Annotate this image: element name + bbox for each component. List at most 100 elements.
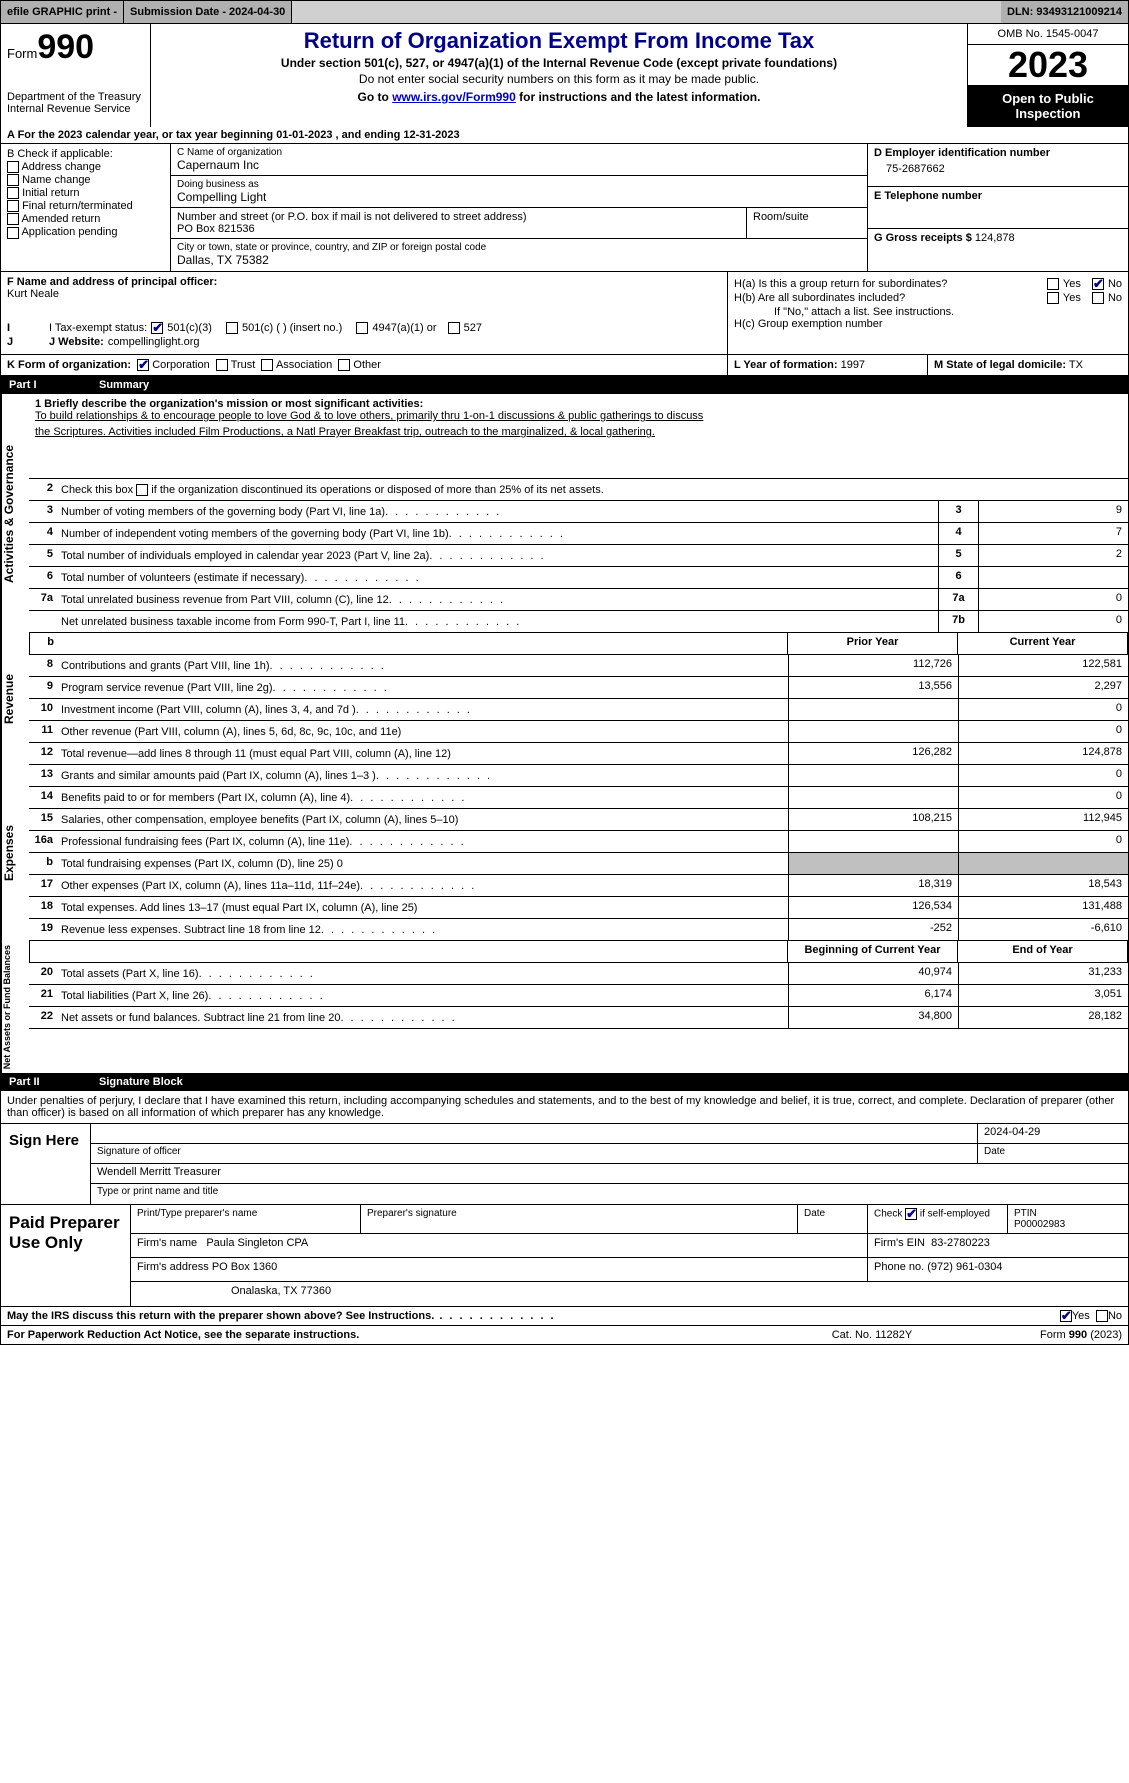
discuss-yes[interactable]	[1060, 1310, 1072, 1322]
chk-other[interactable]	[338, 359, 350, 371]
line9-cy: 2,297	[958, 677, 1128, 698]
chk-self-employed[interactable]	[905, 1208, 917, 1220]
discuss-no[interactable]	[1096, 1310, 1108, 1322]
firm-phone: (972) 961-0304	[927, 1261, 1002, 1273]
line7a-desc: Total unrelated business revenue from Pa…	[57, 589, 938, 610]
omb-number: OMB No. 1545-0047	[968, 24, 1128, 45]
form-footer: Form 990 (2023)	[972, 1329, 1122, 1341]
chk-amended-return[interactable]	[7, 213, 19, 225]
chk-501c3[interactable]	[151, 322, 163, 334]
line18-py: 126,534	[788, 897, 958, 918]
line9-py: 13,556	[788, 677, 958, 698]
firm-ein-label: Firm's EIN	[874, 1237, 925, 1249]
chk-discontinued[interactable]	[136, 484, 148, 496]
officer-name-title: Wendell Merritt Treasurer	[91, 1164, 1128, 1183]
dba-label: Doing business as	[177, 179, 861, 190]
line16a-py	[788, 831, 958, 852]
chk-association[interactable]	[261, 359, 273, 371]
line11-cy: 0	[958, 721, 1128, 742]
line19-cy: -6,610	[958, 919, 1128, 940]
irs-link[interactable]: www.irs.gov/Form990	[392, 90, 516, 104]
m-label: M State of legal domicile:	[934, 359, 1066, 371]
line21-py: 6,174	[788, 985, 958, 1006]
j-website-label: J Website:	[49, 336, 104, 348]
discuss-label: May the IRS discuss this return with the…	[7, 1310, 434, 1322]
line8-py: 112,726	[788, 655, 958, 676]
hb-note: If "No," attach a list. See instructions…	[734, 306, 1122, 318]
line14-py	[788, 787, 958, 808]
i-label: I Tax-exempt status:	[49, 322, 147, 334]
chk-corporation[interactable]	[137, 359, 149, 371]
line22-cy: 28,182	[958, 1007, 1128, 1028]
officer-name: Kurt Neale	[7, 288, 721, 300]
form-number: 990	[37, 28, 94, 66]
line12-cy: 124,878	[958, 743, 1128, 764]
chk-4947a1[interactable]	[356, 322, 368, 334]
line12-py: 126,282	[788, 743, 958, 764]
chk-final-return[interactable]	[7, 200, 19, 212]
line20-desc: Total assets (Part X, line 16)	[57, 963, 788, 984]
e-phone-label: E Telephone number	[874, 190, 1122, 202]
g-gross-label: G Gross receipts $	[874, 232, 972, 244]
dept-treasury: Department of the Treasury	[7, 91, 144, 103]
chk-name-change[interactable]	[7, 174, 19, 186]
chk-501c[interactable]	[226, 322, 238, 334]
line17-py: 18,319	[788, 875, 958, 896]
line17-cy: 18,543	[958, 875, 1128, 896]
section-expenses: Expenses 13Grants and similar amounts pa…	[0, 765, 1129, 941]
sig-officer-label: Signature of officer	[91, 1144, 978, 1163]
mission-label: 1 Briefly describe the organization's mi…	[35, 398, 1122, 410]
sig-date-label: Date	[978, 1144, 1128, 1163]
type-print-label: Type or print name and title	[91, 1184, 1128, 1204]
chk-527[interactable]	[448, 322, 460, 334]
paid-preparer-label: Paid Preparer Use Only	[1, 1205, 131, 1306]
ha-yes[interactable]	[1047, 278, 1059, 290]
line19-py: -252	[788, 919, 958, 940]
col-prior-year: Prior Year	[787, 633, 957, 654]
chk-application-pending[interactable]	[7, 227, 19, 239]
block-bcde: B Check if applicable: Address change Na…	[0, 144, 1129, 272]
efile-label: efile GRAPHIC print -	[1, 1, 124, 23]
line20-cy: 31,233	[958, 963, 1128, 984]
submission-date: Submission Date - 2024-04-30	[124, 1, 292, 23]
perjury-declaration: Under penalties of perjury, I declare th…	[0, 1091, 1129, 1124]
part2-num: Part II	[9, 1076, 79, 1088]
sidelabel-ag: Activities & Governance	[1, 394, 29, 633]
hb-no[interactable]	[1092, 292, 1104, 304]
hc-label: H(c) Group exemption number	[734, 318, 1122, 330]
form-title: Return of Organization Exempt From Incom…	[155, 28, 963, 54]
topbar-spacer	[292, 1, 1001, 23]
sidelabel-revenue: Revenue	[1, 633, 29, 765]
line22-desc: Net assets or fund balances. Subtract li…	[57, 1007, 788, 1028]
line12-desc: Total revenue—add lines 8 through 11 (mu…	[57, 743, 788, 764]
line7b-val: 0	[978, 611, 1128, 632]
line15-py: 108,215	[788, 809, 958, 830]
ptin-value: P00002983	[1014, 1219, 1065, 1230]
mission-line1: To build relationships & to encourage pe…	[35, 410, 1122, 426]
hb-yes[interactable]	[1047, 292, 1059, 304]
line10-cy: 0	[958, 699, 1128, 720]
chk-initial-return[interactable]	[7, 187, 19, 199]
room-label: Room/suite	[753, 211, 861, 223]
line21-cy: 3,051	[958, 985, 1128, 1006]
chk-trust[interactable]	[216, 359, 228, 371]
line11-desc: Other revenue (Part VIII, column (A), li…	[57, 721, 788, 742]
ein-value: 75-2687662	[874, 159, 1122, 175]
line7a-val: 0	[978, 589, 1128, 610]
chk-address-change[interactable]	[7, 161, 19, 173]
part1-num: Part I	[9, 379, 79, 391]
line15-desc: Salaries, other compensation, employee b…	[57, 809, 788, 830]
line8-desc: Contributions and grants (Part VIII, lin…	[57, 655, 788, 676]
sign-date: 2024-04-29	[978, 1124, 1128, 1143]
b-title: B Check if applicable:	[7, 148, 164, 160]
block-klm: K Form of organization: Corporation Trus…	[0, 355, 1129, 376]
discuss-row: May the IRS discuss this return with the…	[0, 1307, 1129, 1326]
section-revenue: Revenue bPrior YearCurrent Year 8Contrib…	[0, 633, 1129, 765]
line5-val: 2	[978, 545, 1128, 566]
ha-no[interactable]	[1092, 278, 1104, 290]
dba-name: Compelling Light	[177, 190, 861, 204]
form-header: Form990 Department of the Treasury Inter…	[0, 24, 1129, 127]
topbar: efile GRAPHIC print - Submission Date - …	[0, 0, 1129, 24]
paperwork-notice: For Paperwork Reduction Act Notice, see …	[7, 1329, 772, 1341]
goto-line: Go to www.irs.gov/Form990 for instructio…	[155, 90, 963, 104]
